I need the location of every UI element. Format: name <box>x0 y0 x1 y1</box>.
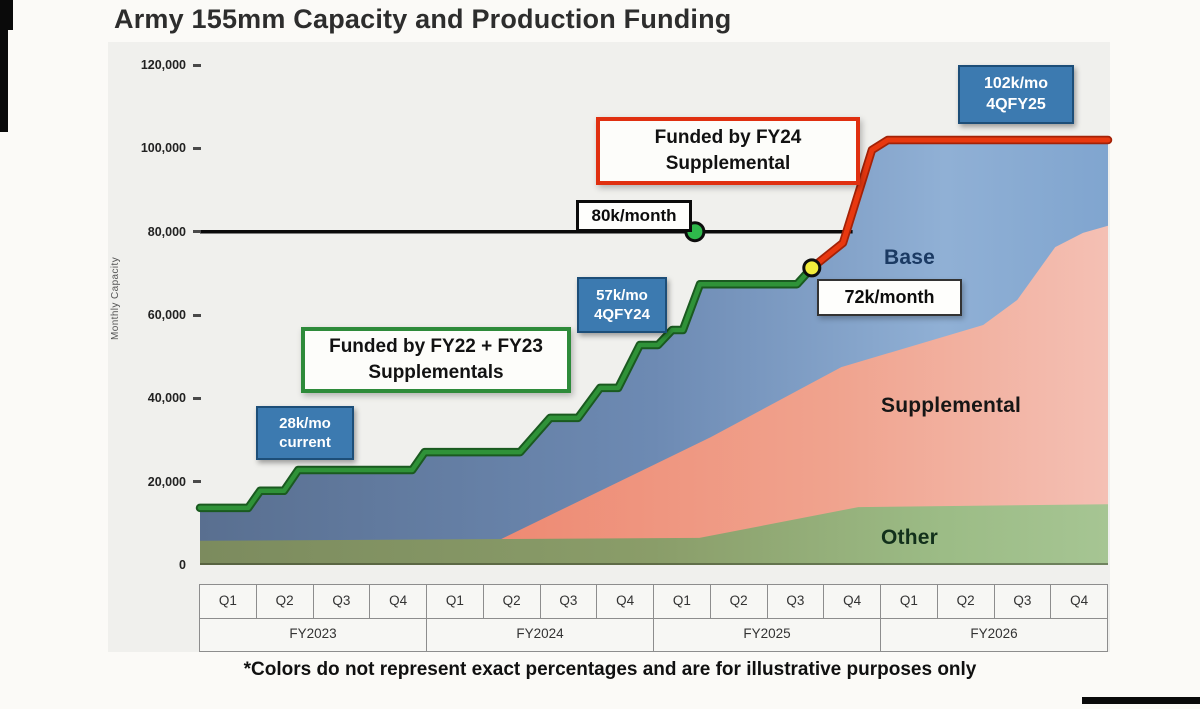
fiscal-year-cell: FY2023 <box>289 626 337 641</box>
quarter-cell: Q3 <box>766 585 824 618</box>
quarter-axis-table: Q1 Q2 Q3 Q4 Q1 Q2 Q3 Q4 Q1 Q2 Q3 Q4 Q1 Q2 Q3 Q4 FY2023 F… <box>199 584 1108 652</box>
callout-line: Supplemental <box>665 153 791 174</box>
y-tick-label: 0 <box>179 558 186 572</box>
quarter-cell: Q1 <box>880 585 937 618</box>
y-tick-label: 80,000 <box>147 224 186 239</box>
area-label-base: Base <box>884 246 936 269</box>
fiscal-year-cell: FY2024 <box>426 619 653 651</box>
quarter-cell: Q2 <box>255 585 313 618</box>
callout-funded-fy24: Funded by FY24 Supplemental <box>596 117 860 185</box>
fiscal-year-cell: FY2026 <box>880 619 1107 651</box>
y-tick-label: 20,000 <box>147 474 186 489</box>
target-80k-label: 80k/month <box>576 200 692 232</box>
fiscal-year-row: FY2023 FY2024 FY2025 FY2026 <box>199 619 1108 652</box>
annotation-line: 102k/mo <box>983 74 1049 92</box>
y-tick-mark <box>193 63 201 67</box>
quarter-cell: Q3 <box>993 585 1051 618</box>
callout-funded-fy22-fy23: Funded by FY22 + FY23 Supplementals <box>301 327 571 393</box>
quarter-cell: Q4 <box>823 585 880 618</box>
quarter-cell: Q4 <box>596 585 653 618</box>
quarter-row: Q1 Q2 Q3 Q4 Q1 Q2 Q3 Q4 Q1 Q2 Q3 Q4 Q1 Q2 Q3 Q4 <box>199 584 1108 619</box>
y-tick-mark <box>193 230 201 234</box>
y-tick-mark <box>193 396 201 400</box>
quarter-cell: Q2 <box>936 585 994 618</box>
annotation-line: current <box>279 434 331 451</box>
y-tick-label: 40,000 <box>147 391 186 406</box>
callout-line: Funded by FY24 <box>654 127 802 149</box>
y-tick-label: 60,000 <box>147 308 186 322</box>
video-artifact-bar <box>0 0 13 30</box>
quarter-cell: Q3 <box>539 585 597 618</box>
annotation-57k-4qfy24: 57k/mo 4QFY24 <box>577 277 667 333</box>
video-artifact-bar <box>0 0 8 132</box>
quarter-cell: Q4 <box>369 585 426 618</box>
annotation-line: 4QFY24 <box>594 306 650 323</box>
fiscal-year-cell: FY2025 <box>653 619 880 651</box>
chart-title: Army 155mm Capacity and Production Fundi… <box>114 4 732 34</box>
y-tick-mark <box>193 313 201 317</box>
y-tick-label: 120,000 <box>140 58 186 72</box>
quarter-cell: Q4 <box>1050 585 1107 618</box>
footnote: *Colors do not represent exact percentag… <box>243 659 977 680</box>
quarter-cell: Q2 <box>482 585 540 618</box>
y-tick-label: 100,000 <box>140 141 186 156</box>
annotation-102k-4qfy25: 102k/mo 4QFY25 <box>958 65 1074 124</box>
annotation-28k-current: 28k/mo current <box>256 406 354 460</box>
base-72k-label: 72k/month <box>817 279 962 316</box>
area-label-other: Other <box>881 526 939 549</box>
y-tick-mark <box>193 146 201 150</box>
annotation-line: 57k/mo <box>596 286 648 304</box>
quarter-cell: Q1 <box>653 585 710 618</box>
quarter-cell: Q2 <box>709 585 767 618</box>
y-tick-mark <box>193 480 201 484</box>
callout-line: Funded by FY22 + FY23 <box>329 336 543 358</box>
quarter-cell: Q1 <box>426 585 483 618</box>
annotation-line: 28k/mo <box>279 414 331 432</box>
area-label-supplemental: Supplemental <box>881 394 1022 417</box>
annotation-line: 4QFY25 <box>986 95 1046 113</box>
quarter-cell: Q3 <box>312 585 370 618</box>
callout-line: Supplementals <box>368 362 504 383</box>
quarter-cell: Q1 <box>218 593 237 608</box>
video-artifact-bar <box>1082 697 1200 704</box>
